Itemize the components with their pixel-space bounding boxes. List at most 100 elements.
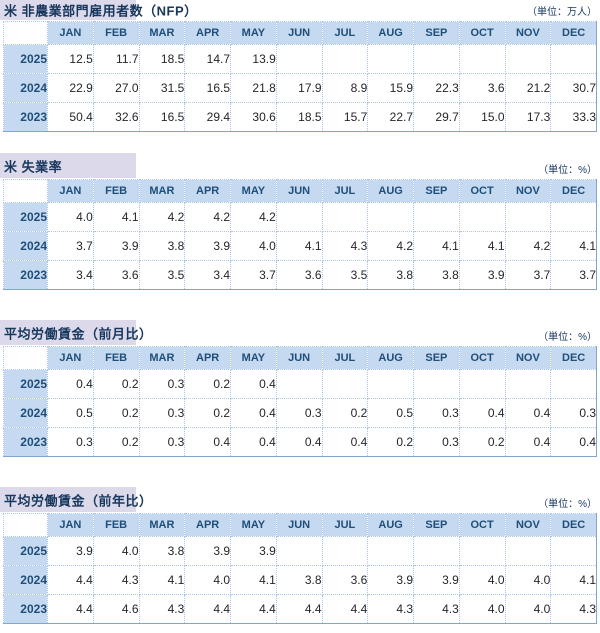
value-cell: 3.8: [275, 565, 323, 595]
empty-value-cell: [504, 202, 552, 232]
month-header-oct: OCT: [458, 21, 506, 45]
value-cell: 4.1: [230, 565, 277, 595]
value-cell: 50.4: [47, 102, 94, 132]
month-header-row: JAN FEB MAR APR MAY JUN JUL AUG SEP OCT NOV DEC: [3, 179, 597, 203]
year-cell: 2025: [3, 44, 48, 74]
month-header-nov: NOV: [504, 21, 552, 45]
value-cell: 3.6: [275, 260, 323, 290]
value-cell: 3.9: [413, 565, 460, 595]
table-title-row: 米 失業率 （単位：%）: [0, 153, 600, 178]
value-cell: 3.6: [321, 565, 369, 595]
value-cell: 14.7: [184, 44, 231, 74]
month-header-may: MAY: [230, 21, 277, 45]
value-cell: 18.5: [138, 44, 186, 74]
year-row-2023: 2023 4.4 4.6 4.3 4.4 4.4 4.4 4.4 4.3 4.3 4.0 4.0 4.3: [3, 594, 597, 624]
value-cell: 3.5: [321, 260, 369, 290]
year-row-2024: 2024 0.5 0.2 0.3 0.2 0.4 0.3 0.2 0.5 0.3 0.4 0.4 0.3: [3, 398, 597, 428]
value-cell: 0.3: [413, 398, 460, 428]
value-cell: 15.7: [321, 102, 369, 132]
value-cell: 31.5: [138, 73, 186, 103]
table-block: 米 失業率 （単位：%） JAN FEB MAR APR MAY JUN JUL AUG SEP…: [0, 153, 600, 290]
month-header-sep: SEP: [413, 346, 460, 370]
value-cell: 3.7: [47, 231, 94, 261]
value-cell: 17.9: [275, 73, 323, 103]
month-header-feb: FEB: [92, 513, 140, 537]
corner-cell: [3, 513, 48, 537]
title-highlight: [0, 0, 136, 20]
value-cell: 21.2: [504, 73, 552, 103]
year-row-2023: 2023 50.4 32.6 16.5 29.4 30.6 18.5 15.7 22.7 29.7…: [3, 102, 597, 132]
value-cell: 29.7: [413, 102, 460, 132]
month-header-dec: DEC: [550, 346, 597, 370]
empty-value-cell: [321, 44, 369, 74]
value-cell: 0.5: [367, 398, 414, 428]
table-title: 平均労働賃金（前月比）: [4, 326, 153, 341]
value-cell: 3.9: [367, 565, 414, 595]
value-cell: 0.2: [184, 398, 231, 428]
month-header-dec: DEC: [550, 21, 597, 45]
value-cell: 4.4: [184, 594, 231, 624]
value-cell: 3.9: [230, 536, 277, 566]
month-header-mar: MAR: [138, 21, 186, 45]
year-row-2023: 2023 3.4 3.6 3.5 3.4 3.7 3.6 3.5 3.8 3.8 3.9 3.7 3.7: [3, 260, 597, 290]
month-header-nov: NOV: [504, 513, 552, 537]
value-cell: 0.4: [230, 369, 277, 399]
month-header-aug: AUG: [367, 21, 414, 45]
month-header-jun: JUN: [275, 346, 323, 370]
value-cell: 4.4: [47, 565, 94, 595]
value-cell: 3.9: [184, 231, 231, 261]
value-cell: 3.6: [458, 73, 506, 103]
value-cell: 0.3: [138, 369, 186, 399]
value-cell: 15.9: [367, 73, 414, 103]
value-cell: 30.7: [550, 73, 597, 103]
value-cell: 4.0: [504, 565, 552, 595]
value-cell: 4.1: [413, 231, 460, 261]
value-cell: 4.3: [92, 565, 140, 595]
month-header-row: JAN FEB MAR APR MAY JUN JUL AUG SEP OCT NOV DEC: [3, 346, 597, 370]
empty-value-cell: [275, 536, 323, 566]
year-cell: 2024: [3, 231, 48, 261]
value-cell: 0.4: [550, 427, 597, 457]
value-cell: 18.5: [275, 102, 323, 132]
value-cell: 22.9: [47, 73, 94, 103]
month-header-dec: DEC: [550, 513, 597, 537]
value-cell: 3.8: [138, 536, 186, 566]
year-cell: 2023: [3, 260, 48, 290]
month-header-jan: JAN: [47, 21, 94, 45]
month-header-jun: JUN: [275, 513, 323, 537]
table-block: 平均労働賃金（前年比） （単位：%） JAN FEB MAR APR MAY JUN JUL…: [0, 487, 600, 624]
year-cell: 2024: [3, 398, 48, 428]
value-cell: 0.3: [413, 427, 460, 457]
month-header-may: MAY: [230, 513, 277, 537]
value-cell: 33.3: [550, 102, 597, 132]
value-cell: 0.4: [275, 427, 323, 457]
empty-value-cell: [458, 369, 506, 399]
empty-value-cell: [413, 202, 460, 232]
value-cell: 22.3: [413, 73, 460, 103]
empty-value-cell: [504, 44, 552, 74]
value-cell: 4.3: [413, 594, 460, 624]
month-header-jun: JUN: [275, 179, 323, 203]
value-cell: 4.2: [184, 202, 231, 232]
value-cell: 0.2: [92, 369, 140, 399]
value-cell: 4.1: [275, 231, 323, 261]
value-cell: 4.3: [367, 594, 414, 624]
empty-value-cell: [413, 44, 460, 74]
value-cell: 22.7: [367, 102, 414, 132]
table-title: 米 非農業部門雇用者数（NFP）: [4, 3, 198, 19]
empty-value-cell: [550, 369, 597, 399]
value-cell: 4.2: [230, 202, 277, 232]
data-table: JAN FEB MAR APR MAY JUN JUL AUG SEP OCT NOV DEC 202…: [3, 513, 597, 624]
value-cell: 4.2: [138, 202, 186, 232]
month-header-may: MAY: [230, 346, 277, 370]
value-cell: 4.4: [47, 594, 94, 624]
value-cell: 0.2: [458, 427, 506, 457]
year-row-2024: 2024 3.7 3.9 3.8 3.9 4.0 4.1 4.3 4.2 4.1 4.1 4.2 4.1: [3, 231, 597, 261]
value-cell: 27.0: [92, 73, 140, 103]
month-header-dec: DEC: [550, 179, 597, 203]
month-header-feb: FEB: [92, 21, 140, 45]
corner-cell: [3, 179, 48, 203]
value-cell: 0.4: [230, 427, 277, 457]
value-cell: 4.1: [550, 565, 597, 595]
